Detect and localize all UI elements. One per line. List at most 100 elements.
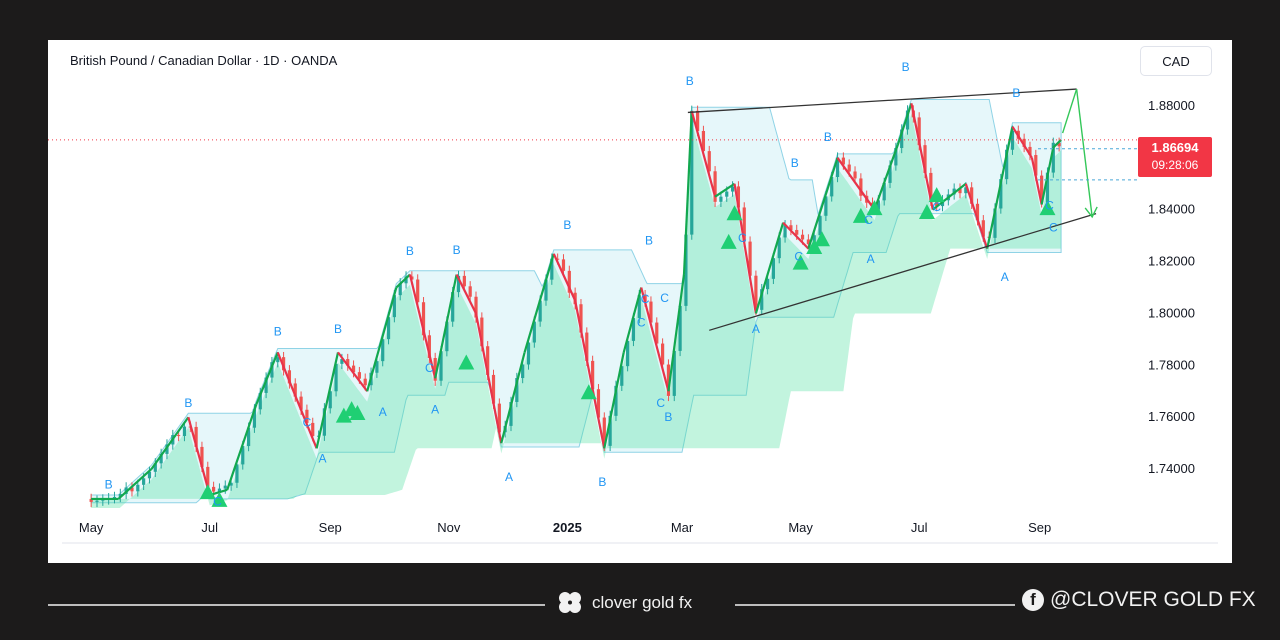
candle-body xyxy=(287,370,292,384)
clover-icon xyxy=(559,592,581,613)
candle-body xyxy=(445,321,449,352)
buy-signal-triangle xyxy=(918,203,935,219)
projection-arrow xyxy=(1075,88,1093,218)
wave-label: B xyxy=(686,74,694,88)
wave-label: C xyxy=(641,292,650,306)
wave-label: C xyxy=(660,291,669,305)
candle-body xyxy=(888,165,892,183)
wave-segment xyxy=(255,351,279,405)
candle-body xyxy=(1045,172,1050,203)
wave-segment xyxy=(733,183,757,314)
candle-body xyxy=(95,500,99,502)
candle-body xyxy=(521,364,525,379)
candle-body xyxy=(497,403,501,433)
candle-body xyxy=(421,302,426,336)
candle-body xyxy=(538,300,542,322)
candle-body xyxy=(993,208,997,238)
wave-label: B xyxy=(791,156,799,170)
candle-body xyxy=(567,270,571,293)
candle-body xyxy=(252,409,257,428)
candle-body xyxy=(357,372,361,379)
social-handle-text: @CLOVER GOLD FX xyxy=(1050,588,1256,611)
brand-logo: clover gold fx xyxy=(556,590,692,616)
wave-segment xyxy=(873,144,899,211)
candle-body xyxy=(206,466,210,487)
candle-body xyxy=(112,496,117,499)
wave-segment xyxy=(782,221,810,250)
candle-body xyxy=(754,275,758,310)
wave-segment xyxy=(1011,126,1033,159)
wave-segment xyxy=(187,416,211,496)
upper-trendline xyxy=(687,88,1077,114)
y-tick-label: 1.74000 xyxy=(1148,461,1195,476)
price-chart: BBCBACBABCABABBCCBCCBBCABCBCABCABCC1.880… xyxy=(48,60,1218,544)
candle-body xyxy=(561,259,566,271)
candle-body xyxy=(480,317,484,347)
candle-body xyxy=(427,335,431,359)
candle-body xyxy=(900,129,904,148)
x-tick-label: May xyxy=(788,520,813,535)
candle-body xyxy=(672,350,676,396)
candle-body xyxy=(515,378,519,402)
brand-name: clover gold fx xyxy=(592,593,693,612)
candle-body xyxy=(439,351,443,381)
candle-body xyxy=(637,295,641,319)
buy-signal-triangle xyxy=(211,491,228,507)
buy-signal-triangle xyxy=(792,254,809,270)
candle-body xyxy=(818,215,822,236)
wave-segment xyxy=(150,416,190,470)
candle-body xyxy=(591,360,595,390)
y-tick-label: 1.82000 xyxy=(1148,254,1195,269)
candle-body xyxy=(690,110,694,235)
candle-body xyxy=(830,176,834,197)
buy-signal-triangle xyxy=(813,231,830,247)
candle-body xyxy=(579,304,583,333)
candle-body xyxy=(509,401,513,426)
buy-signal-triangle xyxy=(720,233,737,249)
candle-body xyxy=(748,241,752,276)
wave-label: A xyxy=(752,322,760,336)
currency-button[interactable]: CAD xyxy=(1140,46,1212,76)
x-tick-label: Jul xyxy=(911,520,928,535)
candle-body xyxy=(1034,155,1038,176)
chart-title: British Pound / Canadian Dollar · 1D · O… xyxy=(70,53,338,68)
candle-body xyxy=(631,318,636,341)
candle-body xyxy=(363,378,367,386)
candle-body xyxy=(777,237,781,259)
candle-body xyxy=(684,234,688,306)
wave-label: B xyxy=(105,478,113,492)
candle-body xyxy=(981,220,985,237)
candle-body xyxy=(970,187,974,204)
wave-label: B xyxy=(645,234,653,248)
wave-label: A xyxy=(379,405,387,419)
candle-body xyxy=(608,415,612,446)
x-tick-label: Sep xyxy=(319,520,342,535)
wave-segment xyxy=(964,183,989,249)
candle-body xyxy=(136,484,140,492)
wave-segment xyxy=(395,273,411,289)
candle-body xyxy=(101,499,105,501)
candle-body xyxy=(626,340,630,367)
wave-label: B xyxy=(184,396,192,410)
wave-segment xyxy=(574,300,606,449)
candle-body xyxy=(270,362,274,378)
candle-body xyxy=(229,482,233,486)
candle-body xyxy=(853,171,857,179)
candle-body xyxy=(328,391,332,409)
trend-cloud xyxy=(91,113,1062,508)
candle-body xyxy=(392,295,396,318)
chart-panel: B B C B A C B A B C A B A B B C C B C C B B C A B C B C A B C A B C C 1.880… xyxy=(48,40,1232,563)
wave-segment xyxy=(754,222,785,314)
wave-label: B xyxy=(902,60,910,74)
candle-body xyxy=(999,179,1003,209)
candle-body xyxy=(293,383,297,397)
wave-label: C xyxy=(425,361,434,375)
projection-arrowhead xyxy=(1084,206,1098,219)
x-tick-label: 2025 xyxy=(553,520,582,535)
buy-signal-triangle xyxy=(726,205,743,221)
facebook-icon: f xyxy=(1022,589,1044,611)
candle-body xyxy=(841,157,845,165)
wave-segment xyxy=(434,274,458,379)
candle-body xyxy=(456,275,461,293)
candle-body xyxy=(719,196,723,202)
